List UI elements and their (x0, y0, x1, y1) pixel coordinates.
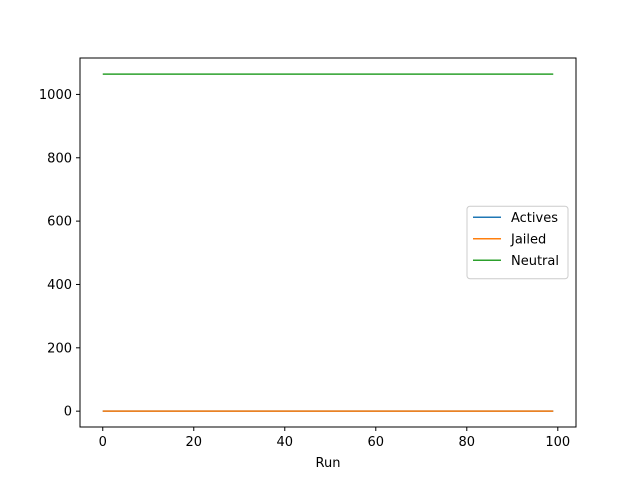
y-tick-label: 800 (47, 151, 72, 166)
x-tick-label: 40 (276, 435, 293, 450)
y-tick-label: 600 (47, 215, 72, 230)
x-tick-label: 60 (368, 435, 385, 450)
x-tick-label: 20 (185, 435, 202, 450)
y-tick-label: 400 (47, 278, 72, 293)
x-tick-label: 0 (99, 435, 107, 450)
y-tick-label: 0 (64, 405, 72, 420)
y-axis-ticks: 0 200 400 600 800 1000 (39, 88, 80, 420)
x-axis-ticks: 0 20 40 60 80 100 (99, 427, 570, 450)
x-tick-label: 100 (545, 435, 570, 450)
series-layer (102, 73, 554, 412)
legend-label-neutral: Neutral (511, 254, 559, 269)
legend: Actives Jailed Neutral (466, 205, 569, 280)
y-tick-label: 200 (47, 341, 72, 356)
plot-frame (79, 57, 577, 428)
legend-label-actives: Actives (511, 211, 558, 226)
x-axis-label: Run (316, 456, 341, 471)
legend-label-jailed: Jailed (510, 232, 546, 247)
y-tick-label: 1000 (39, 88, 72, 103)
x-tick-label: 80 (459, 435, 476, 450)
